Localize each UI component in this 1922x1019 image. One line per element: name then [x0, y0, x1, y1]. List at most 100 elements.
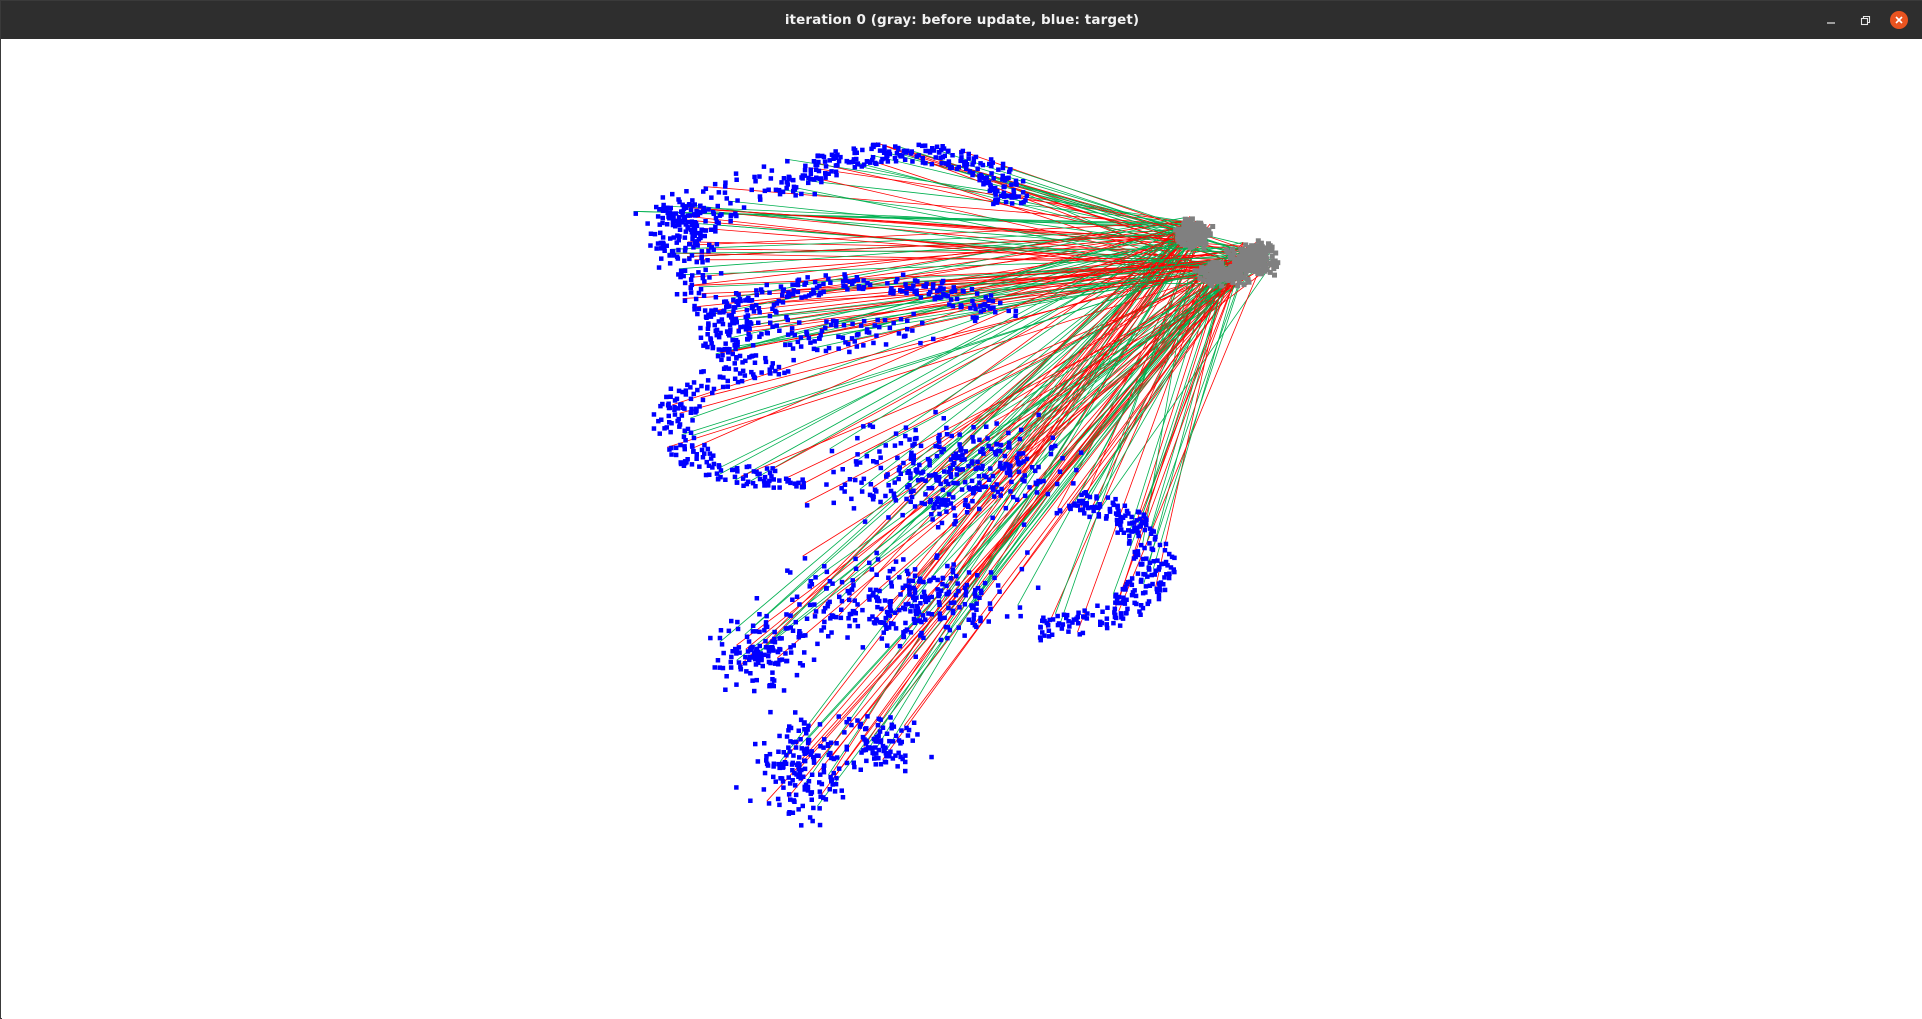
target-point	[860, 607, 865, 613]
target-point	[953, 451, 959, 456]
target-point	[1053, 443, 1058, 449]
target-point	[811, 805, 816, 811]
target-point	[945, 294, 950, 299]
target-point	[724, 329, 730, 334]
target-point	[864, 726, 869, 731]
target-point	[660, 208, 666, 213]
target-point	[702, 451, 707, 456]
target-point	[776, 298, 781, 304]
restore-icon	[1860, 15, 1871, 26]
target-point	[1138, 579, 1144, 584]
target-point	[676, 416, 681, 422]
target-point	[969, 461, 974, 466]
target-point	[762, 741, 767, 746]
correspondence-line	[1154, 269, 1226, 590]
target-point	[727, 322, 733, 328]
target-point	[937, 432, 942, 438]
title-bar[interactable]: iteration 0 (gray: before update, blue: …	[1, 1, 1922, 39]
target-point	[676, 237, 681, 242]
source-point	[1195, 223, 1201, 229]
target-point	[721, 650, 726, 656]
target-point	[902, 157, 908, 162]
target-point	[927, 462, 932, 468]
target-point	[833, 323, 839, 328]
target-point	[991, 305, 996, 310]
target-point	[855, 435, 860, 441]
target-point	[774, 323, 779, 328]
target-point	[757, 310, 762, 315]
target-point	[689, 282, 695, 288]
target-point	[874, 460, 879, 465]
target-point	[752, 360, 758, 365]
correspondence-line	[814, 260, 1219, 349]
target-point	[978, 618, 983, 624]
minimize-button[interactable]	[1817, 6, 1845, 34]
maximize-button[interactable]	[1851, 6, 1879, 34]
target-point	[940, 155, 946, 160]
target-point	[924, 281, 929, 287]
target-point	[747, 654, 753, 660]
target-point	[908, 471, 913, 476]
target-point	[896, 750, 901, 756]
source-point	[1243, 242, 1249, 248]
target-point	[971, 156, 977, 161]
target-point	[744, 318, 750, 324]
target-point	[864, 758, 869, 764]
close-button[interactable]	[1885, 6, 1913, 34]
target-point	[777, 802, 782, 808]
target-point	[893, 144, 898, 149]
target-point	[946, 605, 951, 611]
source-point	[1198, 241, 1204, 247]
target-point	[1116, 508, 1121, 514]
target-point	[817, 283, 822, 289]
target-point	[777, 765, 782, 771]
target-point	[737, 650, 742, 655]
target-point	[762, 474, 768, 480]
target-point	[936, 599, 942, 605]
target-point	[920, 477, 925, 482]
target-point	[847, 477, 853, 482]
target-point	[929, 512, 934, 517]
target-point	[973, 594, 978, 599]
target-point	[908, 475, 913, 481]
target-point	[887, 151, 893, 157]
target-point	[936, 435, 941, 441]
target-point	[701, 293, 707, 298]
source-point	[1186, 222, 1192, 228]
target-point	[723, 365, 729, 370]
target-point	[817, 789, 823, 794]
source-point	[1214, 263, 1220, 269]
target-point	[1107, 506, 1113, 512]
correspondence-line	[633, 211, 1194, 227]
target-point	[938, 637, 944, 643]
target-point	[778, 647, 783, 652]
source-point	[1187, 245, 1193, 251]
target-point	[702, 308, 708, 313]
target-point	[728, 327, 733, 332]
target-point	[781, 750, 786, 755]
target-point	[846, 616, 851, 621]
target-point	[740, 476, 746, 481]
target-point	[1163, 541, 1169, 547]
target-point	[746, 639, 752, 644]
target-point	[942, 292, 947, 298]
target-point	[664, 394, 669, 400]
target-point	[746, 464, 752, 469]
target-point	[702, 442, 707, 448]
target-point	[806, 779, 812, 784]
target-point	[755, 759, 761, 764]
target-point	[981, 180, 987, 186]
target-point	[1146, 599, 1152, 604]
target-point	[797, 602, 802, 607]
target-point	[952, 513, 958, 518]
target-point	[777, 478, 782, 483]
target-point	[974, 485, 979, 490]
target-point	[721, 375, 726, 380]
target-point	[1016, 469, 1022, 475]
target-point	[904, 725, 909, 731]
target-point	[804, 329, 809, 335]
target-point	[777, 328, 782, 333]
target-point	[836, 334, 841, 339]
point-cloud-viewport[interactable]	[2, 39, 1922, 1019]
target-point	[776, 364, 782, 370]
